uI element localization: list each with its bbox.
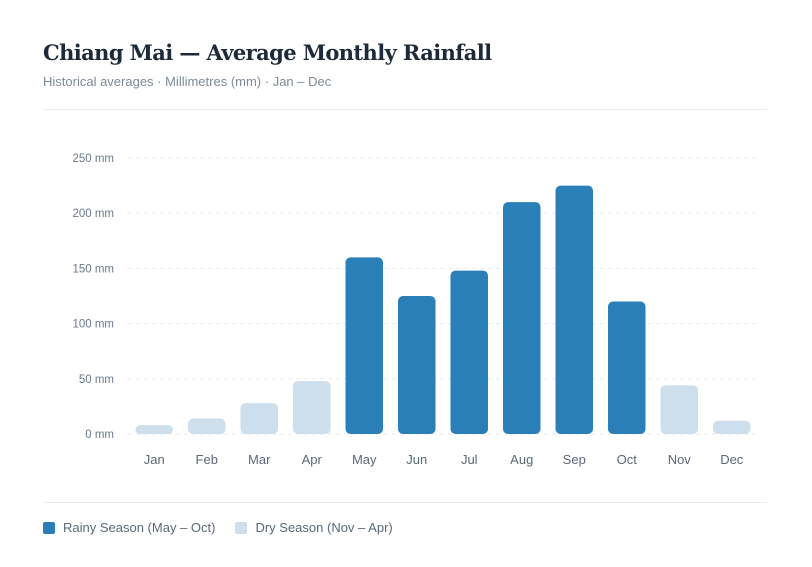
- x-tick-label: Apr: [302, 452, 323, 467]
- x-tick-label: Sep: [563, 452, 586, 467]
- bar-nov[interactable]: [660, 385, 699, 434]
- y-tick-label: 150 mm: [72, 263, 114, 275]
- y-tick-label: 50 mm: [79, 374, 114, 386]
- x-tick-label: Jun: [406, 452, 427, 467]
- legend-swatch-rainy: [43, 521, 55, 534]
- legend-label-dry: Dry Season (Nov – Apr): [255, 520, 393, 535]
- x-tick-label: Feb: [196, 452, 218, 467]
- legend-swatch-dry: [235, 521, 248, 534]
- x-tick-label: Jul: [461, 452, 478, 467]
- bar-sep[interactable]: [555, 185, 594, 434]
- legend-label-rainy: Rainy Season (May – Oct): [63, 520, 216, 535]
- y-tick-label: 250 mm: [72, 153, 114, 165]
- y-tick-label: 0 mm: [85, 429, 114, 441]
- header-divider: [43, 109, 767, 110]
- y-tick-label: 100 mm: [72, 319, 114, 331]
- bar-chart: 0 mm 50 mm 100 mm 150 mm 200 mm 250 mm Jan Feb M…: [72, 153, 758, 467]
- bar-may[interactable]: [345, 257, 384, 434]
- legend-divider: [43, 502, 767, 503]
- bar-mar[interactable]: [240, 403, 279, 434]
- x-tick-label: Nov: [668, 452, 692, 467]
- bar-jan[interactable]: [135, 425, 174, 434]
- x-tick-label: May: [352, 452, 377, 467]
- legend-item-rainy: Rainy Season (May – Oct): [43, 520, 215, 535]
- legend: Rainy Season (May – Oct) Dry Season (Nov…: [43, 520, 413, 535]
- x-tick-label: Dec: [720, 452, 744, 467]
- bar-feb[interactable]: [188, 418, 226, 434]
- x-tick-label: Mar: [248, 452, 271, 467]
- legend-item-dry: Dry Season (Nov – Apr): [235, 520, 393, 535]
- bar-jun[interactable]: [398, 296, 436, 434]
- bar-apr[interactable]: [293, 381, 331, 434]
- bar-aug[interactable]: [503, 202, 541, 434]
- chart-subtitle: Historical averages · Millimetres (mm) ·…: [43, 74, 332, 89]
- bar-dec[interactable]: [713, 420, 751, 434]
- bar-jul[interactable]: [450, 270, 489, 434]
- y-tick-label: 200 mm: [72, 208, 114, 220]
- x-tick-label: Oct: [617, 452, 638, 467]
- bar-oct[interactable]: [608, 301, 646, 434]
- x-tick-label: Jan: [144, 452, 165, 467]
- chart-title: Chiang Mai — Average Monthly Rainfall: [43, 40, 492, 65]
- x-tick-label: Aug: [510, 452, 533, 467]
